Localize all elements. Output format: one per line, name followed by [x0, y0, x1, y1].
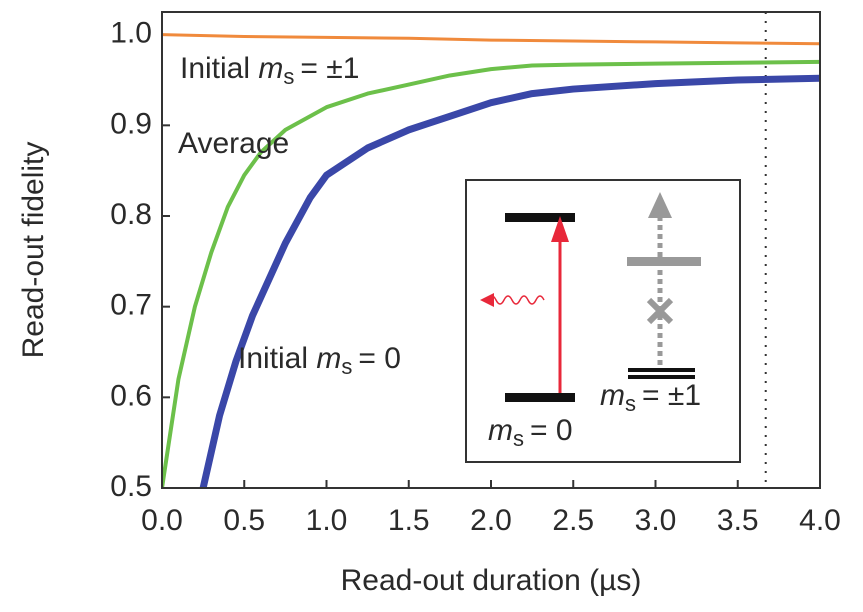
level	[627, 257, 701, 266]
x-tick-label: 4.0	[799, 504, 841, 537]
series-line	[162, 59, 820, 488]
x-axis-label: Read-out duration (µs)	[341, 564, 642, 597]
x-tick-label: 0.0	[141, 504, 183, 537]
inset-frame	[465, 179, 741, 463]
x-tick-label: 0.5	[223, 504, 265, 537]
series-line	[162, 33, 820, 46]
x-tick-label: 2.5	[552, 504, 594, 537]
inset: ms = 0 ms = ±1	[465, 179, 741, 463]
y-tick-label: 0.5	[110, 470, 152, 503]
x-tick-label: 3.5	[717, 504, 759, 537]
annotation: Average	[178, 127, 289, 160]
level	[628, 368, 695, 372]
x-tick-label: 1.0	[306, 504, 348, 537]
y-tick-label: 1.0	[110, 17, 152, 50]
series-line	[199, 74, 820, 488]
plot-area: 0.0 0.5 1.0 1.5 2.0 2.5 3.0 3.5 4.00.50.60.70.80…	[110, 11, 841, 537]
arrowhead	[480, 293, 494, 307]
x-tick-label: 1.5	[388, 504, 430, 537]
y-axis-label: Read-out fidelity	[17, 142, 50, 359]
inset-label: ms = 0	[488, 414, 573, 451]
arrowhead	[648, 192, 672, 218]
photon	[487, 295, 545, 305]
level	[505, 213, 575, 222]
y-tick-label: 0.7	[110, 289, 152, 322]
y-tick-label: 0.8	[110, 198, 152, 231]
inset-label: ms = ±1	[600, 379, 701, 416]
arrowhead	[551, 216, 569, 242]
y-tick-label: 0.9	[110, 107, 152, 140]
x-tick-label: 3.0	[635, 504, 677, 537]
x-tick-label: 2.0	[470, 504, 512, 537]
level	[628, 375, 695, 379]
annotation: Initial ms = ±1	[180, 52, 359, 89]
annotation: Initial ms = 0	[238, 342, 401, 379]
plot-frame	[161, 11, 821, 489]
cross	[646, 297, 674, 325]
level	[505, 393, 575, 402]
y-tick-label: 0.6	[110, 379, 152, 412]
